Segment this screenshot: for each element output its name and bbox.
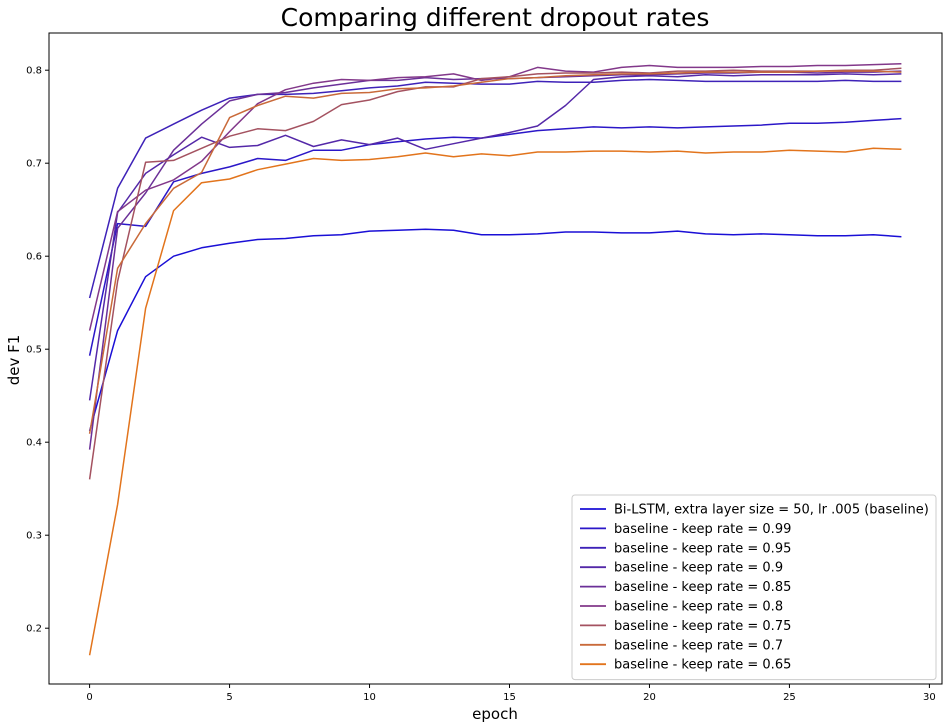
x-axis-title: epoch — [472, 705, 518, 723]
plot-area — [88, 62, 902, 656]
legend-entry-label: baseline - keep rate = 0.85 — [614, 580, 791, 595]
y-tick-label: 0.8 — [26, 66, 42, 77]
plot-frame — [48, 32, 943, 685]
legend-entry-label: baseline - keep rate = 0.8 — [614, 600, 783, 615]
series-line-5 — [88, 62, 902, 331]
x-axis: 0 5 10 15 20 25 30 — [86, 684, 936, 703]
series-line-4 — [88, 70, 902, 450]
legend-entry-label: baseline - keep rate = 0.95 — [614, 541, 791, 556]
series-line-2 — [88, 78, 902, 299]
x-tick-label: 10 — [363, 692, 376, 703]
x-tick-label: 30 — [923, 692, 936, 703]
y-axis-title: dev F1 — [5, 335, 23, 386]
legend-box — [571, 494, 937, 681]
series-line-6 — [88, 67, 902, 480]
series-line-0 — [88, 228, 902, 432]
series-line-8 — [88, 147, 902, 656]
x-tick-label: 15 — [503, 692, 516, 703]
y-tick-label: 0.5 — [26, 345, 42, 356]
y-tick-label: 0.2 — [26, 624, 42, 635]
x-tick-label: 20 — [643, 692, 656, 703]
legend-entry-label: baseline - keep rate = 0.65 — [614, 658, 791, 673]
legend-entry-label: baseline - keep rate = 0.7 — [614, 638, 783, 653]
y-tick-label: 0.4 — [26, 438, 42, 449]
y-axis: 0.2 0.3 0.4 0.5 0.6 0.7 0.8 — [26, 66, 49, 635]
series-line-7 — [88, 70, 902, 434]
x-tick-label: 5 — [226, 692, 232, 703]
chart-title: Comparing different dropout rates — [281, 3, 710, 32]
legend-entry-label: baseline - keep rate = 0.9 — [614, 561, 783, 576]
legend: Bi-LSTM, extra layer size = 50, lr .005 … — [571, 494, 937, 681]
legend-entry-label: Bi-LSTM, extra layer size = 50, lr .005 … — [614, 503, 929, 518]
y-tick-label: 0.7 — [26, 159, 42, 170]
x-tick-label: 25 — [783, 692, 796, 703]
legend-entry-label: baseline - keep rate = 0.99 — [614, 522, 791, 537]
y-tick-label: 0.6 — [26, 252, 42, 263]
legend-entry-label: baseline - keep rate = 0.75 — [614, 619, 791, 634]
series-line-1 — [88, 117, 902, 356]
y-tick-label: 0.3 — [26, 531, 42, 542]
series-line-3 — [88, 73, 902, 401]
x-tick-label: 0 — [86, 692, 92, 703]
